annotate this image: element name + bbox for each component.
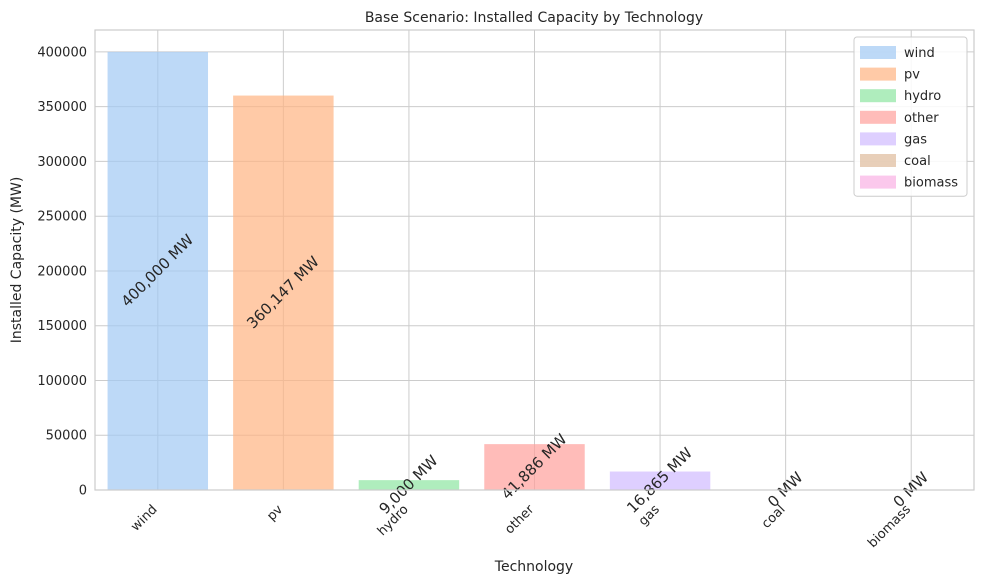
legend-swatch-wind [860, 46, 896, 59]
x-tick-label: other [502, 502, 538, 538]
legend-label-pv: pv [904, 68, 920, 83]
y-tick-label: 150000 [37, 319, 87, 334]
legend: wind pv hydro other gas coal biomass [853, 36, 968, 197]
plot-frame [94, 29, 975, 491]
y-tick-label: 350000 [37, 100, 87, 115]
y-tick-label: 400000 [37, 45, 87, 60]
legend-swatch-coal [860, 154, 896, 167]
legend-label-gas: gas [904, 132, 927, 147]
x-tick-label: biomass [865, 502, 914, 551]
x-tick-label: wind [128, 502, 160, 534]
legend-label-coal: coal [904, 154, 931, 169]
legend-swatch-gas [860, 132, 896, 146]
y-tick-label: 200000 [37, 264, 87, 279]
y-tick-label: 300000 [37, 155, 87, 170]
legend-label-wind: wind [904, 46, 935, 61]
y-tick-label: 250000 [37, 210, 87, 225]
y-tick-label: 100000 [37, 374, 87, 389]
bar-gas [609, 471, 711, 490]
y-axis-label: Installed Capacity (MW) [9, 177, 25, 344]
legend-label-other: other [904, 111, 939, 126]
legend-swatch-other [860, 110, 896, 124]
legend-swatch-hydro [860, 89, 896, 103]
legend-label-biomass: biomass [904, 176, 958, 191]
bar-hydro [358, 480, 460, 490]
legend-swatch-pv [860, 67, 896, 81]
y-tick-label: 50000 [46, 429, 87, 444]
y-tick-label: 0 [79, 484, 87, 499]
legend-swatch-biomass [860, 175, 896, 189]
bar-pv [233, 95, 334, 490]
x-tick-label: coal [759, 502, 788, 531]
bar-wind [107, 51, 209, 491]
chart-title: Base Scenario: Installed Capacity by Tec… [365, 10, 703, 26]
x-tick-label: pv [264, 502, 286, 524]
bar-other [484, 444, 585, 490]
legend-label-hydro: hydro [904, 89, 941, 104]
x-axis-label: Technology [494, 559, 573, 575]
